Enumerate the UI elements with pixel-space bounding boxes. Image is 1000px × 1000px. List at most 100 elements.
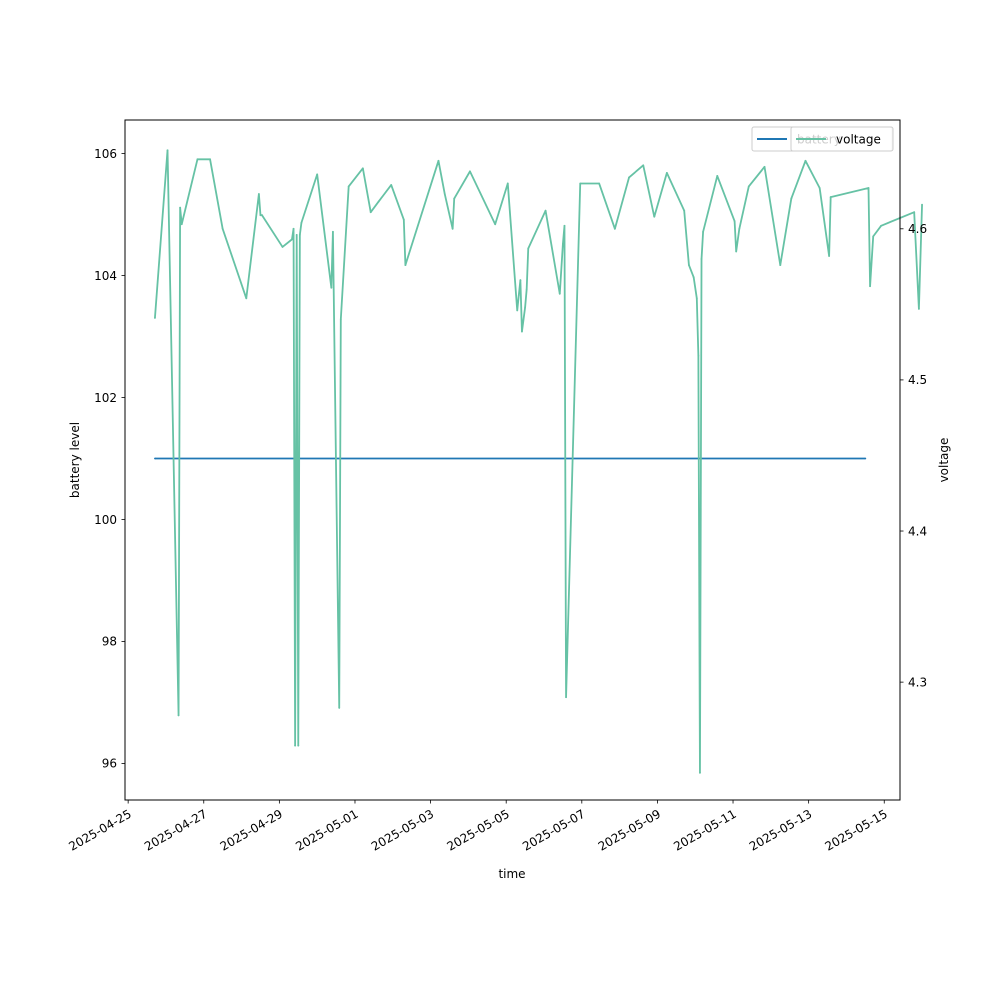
voltage-point	[688, 264, 690, 266]
voltage-point	[921, 203, 923, 206]
voltage-point	[790, 197, 793, 200]
voltage-point	[339, 318, 342, 321]
voltage-point	[738, 227, 741, 230]
voltage-point	[402, 218, 405, 221]
voltage-point	[347, 185, 350, 188]
voltage-point	[166, 149, 169, 152]
series-layer	[154, 149, 923, 774]
voltage-point	[642, 164, 645, 167]
voltage-point	[506, 182, 509, 185]
voltage-point	[716, 175, 719, 177]
voltage-point	[867, 187, 870, 189]
voltage-point	[779, 264, 782, 266]
voltage-point	[733, 220, 736, 223]
voltage-point	[332, 230, 334, 233]
voltage-point	[180, 223, 183, 226]
battery-point	[154, 457, 156, 460]
voltage-point	[294, 744, 297, 747]
voltage-point	[692, 276, 695, 279]
y-axis-right-label: voltage	[937, 438, 951, 483]
voltage-point	[558, 292, 561, 295]
voltage-point	[521, 330, 523, 333]
voltage-point	[527, 247, 530, 250]
y-right-tick-label: 4.3	[908, 675, 927, 689]
legend-voltage-frame	[790, 126, 894, 152]
voltage-point	[516, 309, 519, 312]
voltage-point	[880, 224, 882, 227]
voltage-point	[297, 744, 300, 747]
voltage-point	[292, 227, 295, 230]
voltage-point	[245, 297, 248, 300]
voltage-point	[818, 187, 821, 189]
y-right-tick-label: 4.6	[908, 222, 927, 236]
y-left-tick-label: 102	[94, 391, 117, 405]
voltage-point	[196, 158, 199, 161]
voltage-point	[544, 209, 547, 212]
voltage-point	[519, 279, 522, 282]
plot-frame	[124, 119, 901, 801]
voltage-point	[437, 159, 440, 162]
y-right-tick-label: 4.5	[908, 373, 927, 387]
legend-voltage-label: voltage	[836, 133, 881, 147]
voltage-point	[291, 238, 293, 241]
voltage-point	[695, 297, 698, 300]
voltage-point	[295, 233, 298, 236]
voltage-point	[665, 171, 668, 174]
battery-point	[864, 457, 867, 460]
y-axis-left: 96 98 100 102 104 106	[94, 147, 125, 771]
voltage-point	[524, 306, 526, 309]
voltage-point	[829, 196, 832, 198]
voltage-point	[209, 158, 211, 161]
voltage-point	[390, 184, 393, 186]
voltage-point	[177, 714, 180, 717]
voltage-point	[628, 176, 630, 179]
voltage-point	[828, 255, 831, 257]
voltage-point	[869, 285, 871, 288]
voltage-point	[330, 286, 333, 289]
voltage-point	[338, 706, 341, 709]
voltage-point	[702, 230, 704, 233]
voltage-point	[735, 250, 738, 253]
voltage-point	[316, 173, 319, 176]
voltage-point	[525, 288, 528, 291]
voltage-point	[683, 209, 686, 212]
voltage-point	[872, 235, 875, 238]
voltage-point	[747, 185, 750, 188]
voltage-point	[298, 233, 301, 236]
legend-voltage: voltage	[790, 126, 894, 152]
voltage-point	[369, 211, 372, 214]
voltage-point	[469, 170, 471, 173]
voltage-point	[281, 246, 284, 248]
voltage-point	[451, 227, 454, 230]
voltage-point	[517, 294, 520, 297]
voltage-point	[763, 165, 766, 168]
voltage-point	[154, 317, 156, 319]
y-axis-right: 4.3 4.4 4.5 4.6	[900, 222, 927, 689]
y-left-tick-label: 100	[94, 513, 117, 527]
voltage-point	[598, 182, 601, 185]
voltage-point	[494, 223, 497, 226]
voltage-point	[565, 696, 567, 699]
voltage-point	[361, 167, 364, 170]
y-right-tick-label: 4.4	[908, 524, 927, 538]
voltage-point	[699, 771, 701, 774]
voltage-point	[257, 193, 260, 195]
voltage-point	[443, 193, 446, 195]
x-axis-label: time	[498, 867, 525, 881]
y-left-tick-label: 104	[94, 269, 117, 283]
voltage-point	[179, 206, 182, 209]
voltage-point	[300, 221, 303, 224]
voltage-point	[804, 159, 807, 162]
voltage-point	[918, 307, 920, 310]
voltage-point	[261, 214, 263, 217]
voltage-point	[453, 197, 456, 200]
voltage-point	[563, 224, 566, 227]
voltage-point	[562, 243, 564, 245]
voltage-point	[653, 215, 656, 218]
voltage-point	[404, 264, 407, 266]
voltage-point	[613, 227, 616, 230]
y-left-tick-label: 98	[102, 635, 117, 649]
y-axis-left-label: battery level	[68, 422, 82, 498]
